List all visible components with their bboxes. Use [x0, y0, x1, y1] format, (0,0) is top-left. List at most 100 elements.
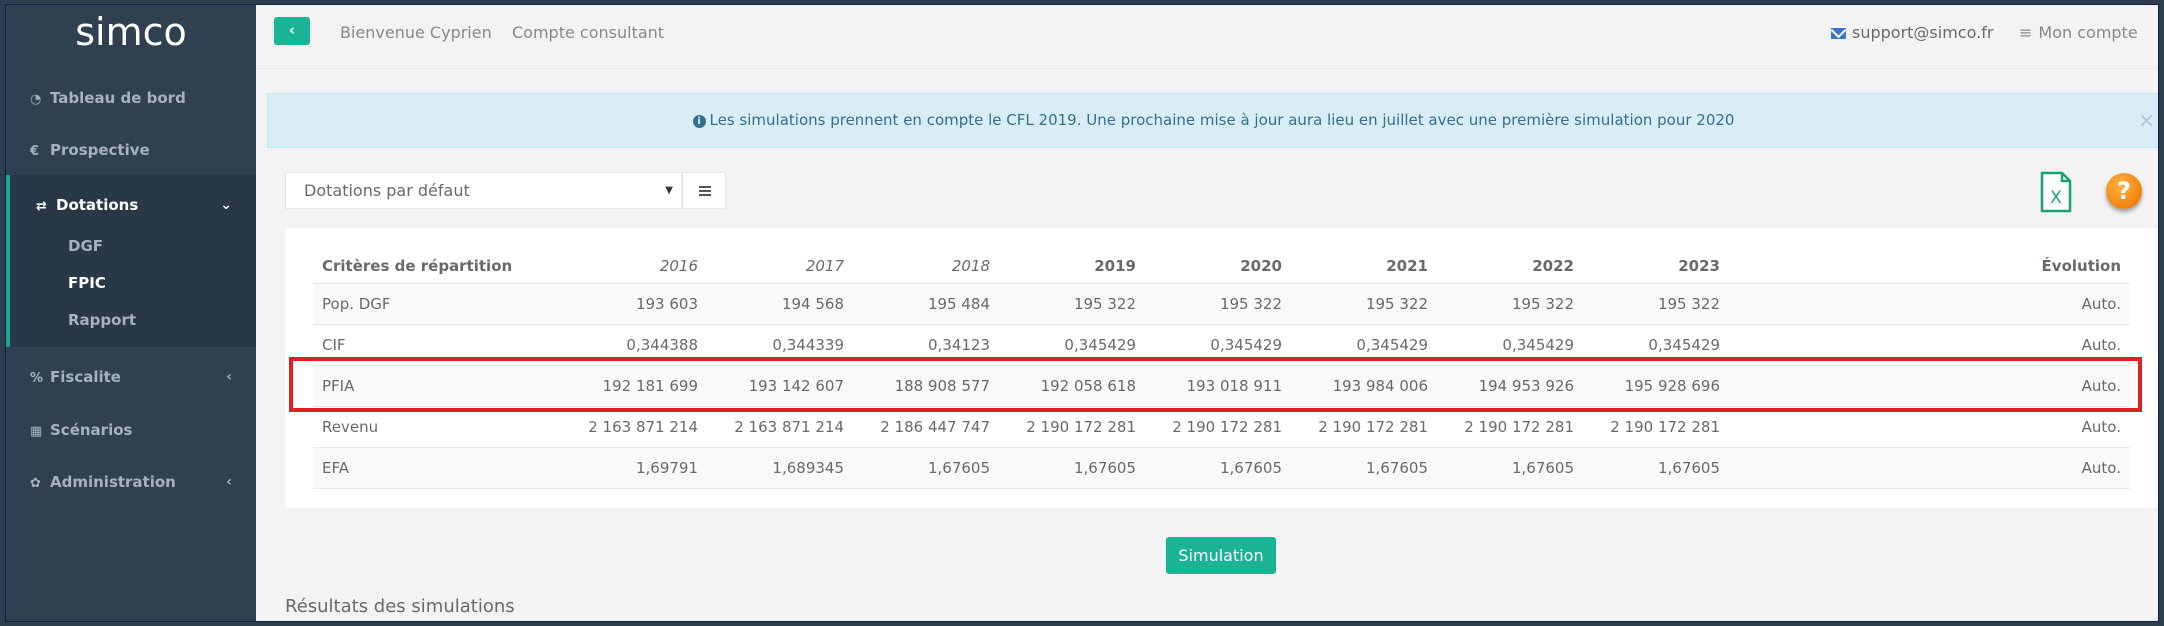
- value-cell: 195 322: [1583, 283, 1729, 325]
- sidebar-item-label: Fiscalite: [50, 368, 121, 386]
- chevron-left-icon: ‹: [226, 369, 232, 385]
- col-header-year: 2023: [1583, 248, 1729, 284]
- value-cell: 0,345429: [1145, 324, 1291, 366]
- value-cell: 0,345429: [999, 324, 1145, 366]
- evolution-cell[interactable]: Auto.: [1729, 283, 2130, 325]
- col-header-year: 2019: [999, 248, 1145, 284]
- menu-lines-icon: ≡: [2019, 23, 2033, 42]
- value-cell: 2 163 871 214: [561, 406, 707, 448]
- list-menu-button[interactable]: [682, 172, 726, 209]
- col-header-year: 2020: [1145, 248, 1291, 284]
- evolution-cell[interactable]: Auto.: [1729, 406, 2130, 448]
- value-cell: 1,69791: [561, 447, 707, 489]
- table-row: Revenu 2 163 871 214 2 163 871 214 2 186 44…: [313, 406, 2130, 448]
- value-cell: 0,344388: [561, 324, 707, 366]
- value-cell: 194 568: [707, 283, 853, 325]
- percent-icon: %: [30, 371, 44, 386]
- caret-down-icon: ▼: [665, 185, 673, 196]
- support-email: support@simco.fr: [1852, 23, 1994, 42]
- sidebar-subitem-fpic[interactable]: FPIC: [68, 274, 106, 292]
- close-icon[interactable]: ×: [2138, 108, 2155, 132]
- account-menu-link[interactable]: ≡ Mon compte: [2019, 23, 2138, 42]
- value-cell: 1,67605: [1437, 447, 1583, 489]
- col-header-year: 2017: [707, 248, 853, 284]
- row-label-cell: EFA: [313, 447, 561, 489]
- dotations-select[interactable]: Dotations par défaut ▼: [285, 172, 682, 209]
- dashboard-icon: ◔: [30, 92, 42, 107]
- sidebar-item-dotations[interactable]: ⇄ Dotations ⌄: [6, 185, 256, 225]
- value-cell: 193 984 006: [1291, 365, 1437, 407]
- select-value: Dotations par défaut: [304, 181, 470, 200]
- sidebar-item-prospective[interactable]: € Prospective: [6, 130, 256, 170]
- evolution-cell[interactable]: Auto.: [1729, 447, 2130, 489]
- euro-icon: €: [30, 144, 40, 159]
- excel-letter: X: [2050, 188, 2062, 208]
- value-cell: 195 928 696: [1583, 365, 1729, 407]
- value-cell: 192 058 618: [999, 365, 1145, 407]
- value-cell: 1,67605: [999, 447, 1145, 489]
- value-cell: 194 953 926: [1437, 365, 1583, 407]
- help-icon[interactable]: ?: [2106, 173, 2142, 209]
- table-header-row: Critères de répartition 2016 2017 2018 2…: [313, 248, 2130, 284]
- value-cell: 1,689345: [707, 447, 853, 489]
- sidebar-item-label: Scénarios: [50, 421, 133, 439]
- alert-message: Les simulations prennent en compte le CF…: [709, 111, 1735, 129]
- value-cell: 0,345429: [1291, 324, 1437, 366]
- value-cell: 0,345429: [1437, 324, 1583, 366]
- sidebar-item-administration[interactable]: ✿ Administration ‹: [6, 462, 256, 502]
- col-header-criteria: Critères de répartition: [313, 248, 561, 284]
- table-row: EFA 1,69791 1,689345 1,67605 1,67605 1,67605 1…: [313, 447, 2130, 489]
- value-cell: 2 190 172 281: [1145, 406, 1291, 448]
- value-cell: 195 322: [999, 283, 1145, 325]
- table-row: Pop. DGF 193 603 194 568 195 484 195 322 195 …: [313, 283, 2130, 325]
- sidebar-subitem-rapport[interactable]: Rapport: [68, 311, 137, 329]
- value-cell: 188 908 577: [853, 365, 999, 407]
- grid-icon: ▦: [30, 424, 43, 439]
- row-label-cell: Revenu: [313, 406, 561, 448]
- col-header-year: 2016: [561, 248, 707, 284]
- evolution-cell[interactable]: Auto.: [1729, 324, 2130, 366]
- table-row: PFIA 192 181 699 193 142 607 188 908 577 192…: [313, 365, 2130, 407]
- welcome-text: Bienvenue Cyprien: [340, 23, 492, 42]
- support-link[interactable]: support@simco.fr: [1831, 23, 1993, 42]
- col-header-year: 2021: [1291, 248, 1437, 284]
- value-cell: 195 322: [1291, 283, 1437, 325]
- sidebar: simco ◔ Tableau de bord € Prospective ⇄ Dot…: [6, 5, 256, 621]
- value-cell: 1,67605: [853, 447, 999, 489]
- top-navbar: ‹ Bienvenue Cyprien Compte consultant su…: [256, 5, 2158, 69]
- envelope-icon: [1831, 28, 1846, 39]
- value-cell: 2 163 871 214: [707, 406, 853, 448]
- info-icon: i: [692, 115, 706, 128]
- excel-export-icon[interactable]: X: [2036, 171, 2076, 213]
- exchange-icon: ⇄: [36, 199, 47, 214]
- gear-icon: ✿: [30, 476, 41, 491]
- value-cell: 1,67605: [1583, 447, 1729, 489]
- value-cell: 0,344339: [707, 324, 853, 366]
- sidebar-item-fiscalite[interactable]: % Fiscalite ‹: [6, 357, 256, 397]
- simulation-button[interactable]: Simulation: [1166, 537, 1276, 574]
- row-label-cell: CIF: [313, 324, 561, 366]
- value-cell: 2 190 172 281: [1583, 406, 1729, 448]
- sidebar-item-label: Administration: [50, 473, 176, 491]
- sidebar-subitem-dgf[interactable]: DGF: [68, 237, 104, 255]
- value-cell: 195 322: [1145, 283, 1291, 325]
- account-type-link[interactable]: Compte consultant: [512, 23, 665, 42]
- col-header-year: 2018: [853, 248, 999, 284]
- results-heading: Résultats des simulations: [285, 596, 515, 617]
- back-button[interactable]: ‹: [274, 17, 310, 45]
- row-label-cell: PFIA: [313, 365, 561, 407]
- value-cell: 0,34123: [853, 324, 999, 366]
- col-header-evolution: Évolution: [1729, 248, 2130, 284]
- sidebar-item-tableau-de-bord[interactable]: ◔ Tableau de bord: [6, 78, 256, 118]
- value-cell: 0,345429: [1583, 324, 1729, 366]
- criteria-table: Critères de répartition 2016 2017 2018 2…: [313, 248, 2130, 489]
- value-cell: 2 190 172 281: [999, 406, 1145, 448]
- value-cell: 195 322: [1437, 283, 1583, 325]
- value-cell: 193 603: [561, 283, 707, 325]
- sidebar-item-scenarios[interactable]: ▦ Scénarios: [6, 410, 256, 450]
- value-cell: 193 018 911: [1145, 365, 1291, 407]
- info-alert: i Les simulations prennent en compte le C…: [267, 93, 2158, 148]
- value-cell: 2 190 172 281: [1291, 406, 1437, 448]
- evolution-cell[interactable]: Auto.: [1729, 365, 2130, 407]
- chevron-down-icon: ⌄: [220, 197, 232, 213]
